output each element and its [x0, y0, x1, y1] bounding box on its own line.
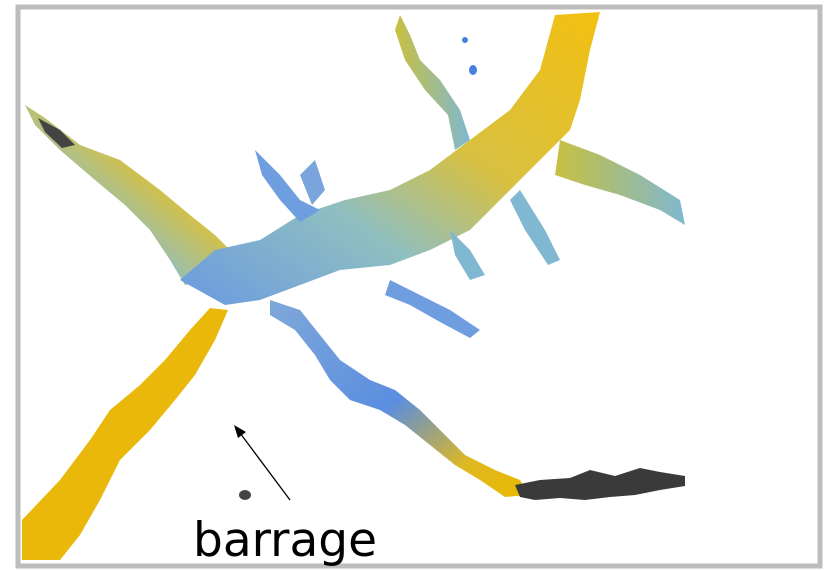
annotation-arrow	[239, 432, 291, 501]
frame	[15, 4, 823, 569]
reservoir	[22, 12, 685, 560]
annotation-label: barrage	[193, 513, 377, 568]
arrow-head	[234, 425, 246, 438]
